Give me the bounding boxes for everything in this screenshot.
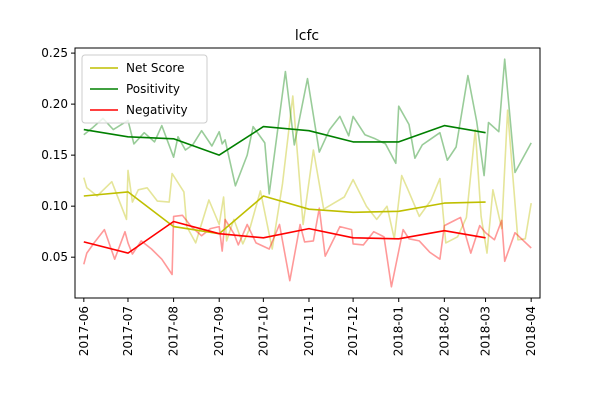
x-tick-label: 2017-09 (212, 306, 226, 356)
x-tick-label: 2017-06 (77, 306, 91, 356)
chart-title: lcfc (295, 28, 319, 44)
legend-label: Negativity (126, 103, 188, 117)
y-tick-label: 0.05 (41, 250, 68, 264)
series-line-negativity (83, 220, 486, 254)
x-tick-label: 2018-01 (392, 306, 406, 356)
series-line-raw (83, 58, 532, 195)
y-tick-label: 0.20 (41, 97, 68, 111)
y-tick-label: 0.10 (41, 199, 68, 213)
x-tick-label: 2018-02 (437, 306, 451, 356)
legend-box (81, 54, 208, 124)
y-tick-label: 0.25 (41, 46, 68, 60)
x-tick-label: 2018-03 (479, 306, 493, 356)
legend: Net Score Positivity Negativity (81, 54, 208, 124)
series-line-positivity (83, 124, 486, 156)
x-tick-label: 2017-10 (256, 306, 270, 356)
series-line-raw (83, 207, 532, 288)
x-tick-label: 2017-11 (302, 306, 316, 356)
axes: 0.05 0.10 0.15 0.20 0.25 2017-06 2017-07 2017-0… (41, 46, 541, 356)
x-tick-label: 2017-07 (121, 306, 135, 356)
series-line-raw (83, 95, 532, 254)
series-line-net-score (83, 191, 486, 235)
y-tick-label: 0.15 (41, 148, 68, 162)
x-tick-label: 2017-12 (346, 306, 360, 356)
legend-label: Net Score (126, 61, 185, 75)
plot-area (83, 58, 532, 288)
x-tick-label: 2018-04 (524, 306, 538, 356)
legend-label: Positivity (126, 82, 180, 96)
axes-frame (74, 47, 541, 299)
x-tick-label: 2017-08 (167, 306, 181, 356)
